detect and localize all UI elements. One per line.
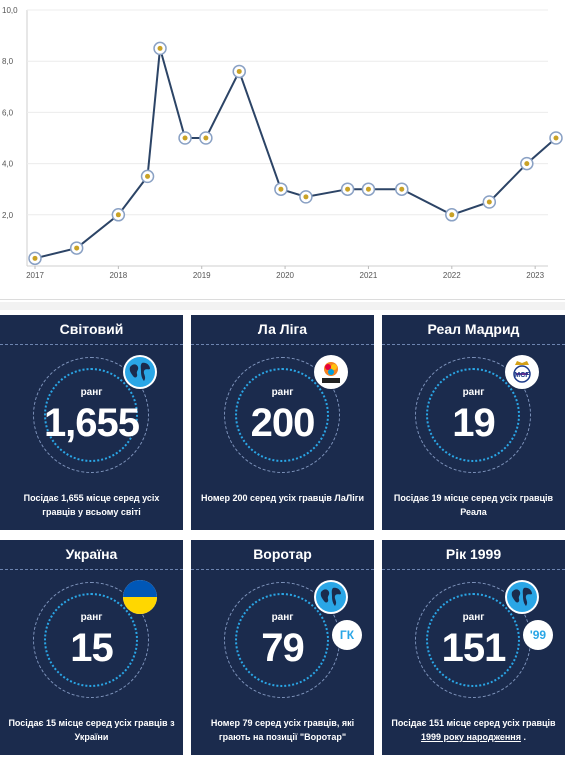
rank-ring-outer [224, 357, 340, 473]
laliga-logo-icon [314, 355, 348, 389]
data-point-center [32, 255, 38, 261]
globe-icon [123, 355, 157, 389]
rank-value: 200 [250, 401, 316, 445]
card-description-tail: . [520, 732, 526, 742]
globe-icon [314, 580, 348, 614]
ukraine-flag-icon [123, 580, 157, 614]
card-divider [191, 569, 374, 570]
rating-history-chart: 2,0 4,0 6,0 8,0 10,0 2017 2018 2019 2020 2021 2022… [0, 0, 565, 300]
rank-label: ранг [80, 612, 103, 623]
card-year-1999: Рік 1999 '99 ранг 151 Посідає 151 місце … [382, 540, 565, 755]
data-point-center [345, 186, 351, 192]
rank-value: 15 [70, 626, 114, 670]
rank-value: 1,655 [43, 401, 140, 445]
data-point-center [524, 161, 530, 167]
rank-ring-outer [33, 582, 149, 698]
card-description: Посідає 151 місце серед усіх гравців 199… [390, 716, 557, 744]
data-point-center [74, 245, 80, 251]
rank-value: 19 [452, 401, 496, 445]
birth-year-badge: '99 [523, 620, 553, 650]
data-point-center [115, 212, 121, 218]
card-title: Рік 1999 [445, 546, 502, 562]
rank-label: ранг [462, 387, 485, 398]
rank-ring-outer [415, 357, 531, 473]
card-real-madrid: Реал Мадрид MCF ранг 19 Посідає 19 місце… [382, 315, 565, 530]
card-title: Світовий [59, 321, 124, 337]
chart-svg: 2,0 4,0 6,0 8,0 10,0 2017 2018 2019 2020 2021 2022… [2, 6, 563, 280]
data-point-center [203, 135, 209, 141]
rank-ring-inner [235, 593, 329, 687]
card-divider [382, 344, 565, 345]
x-tick-label: 2019 [193, 271, 211, 280]
card-divider [382, 569, 565, 570]
rank-label: ранг [462, 612, 485, 623]
card-description: Номер 79 серед усіх гравців, які грають … [210, 718, 355, 742]
rank-value: 79 [261, 626, 305, 670]
data-point-center [399, 186, 405, 192]
card-title: Україна [65, 546, 118, 562]
data-point-center [236, 68, 242, 74]
x-tick-label: 2018 [109, 271, 127, 280]
data-point-center [278, 186, 284, 192]
rank-ring-outer [33, 357, 149, 473]
rank-value: 151 [441, 626, 507, 670]
card-description: Посідає 15 місце серед усіх гравців з Ук… [8, 718, 175, 742]
svg-text:MCF: MCF [514, 372, 530, 379]
card-goalkeeper: Воротар ГК ранг 79 Номер 79 серед усіх г… [191, 540, 374, 755]
data-point-center [182, 135, 188, 141]
card-title: Воротар [253, 546, 312, 562]
chart-divider [0, 299, 565, 300]
card-divider [0, 569, 183, 570]
card-description: Номер 200 серед усіх гравців ЛаЛіги [200, 493, 365, 503]
data-point-center [486, 199, 492, 205]
card-title: Реал Мадрид [427, 321, 520, 337]
x-tick-label: 2021 [360, 271, 378, 280]
y-tick-label: 2,0 [2, 211, 14, 220]
y-tick-label: 10,0 [2, 6, 18, 15]
card-description: Посідає 19 місце серед усіх гравців Реал… [393, 493, 554, 517]
y-tick-label: 8,0 [2, 57, 14, 66]
card-laliga: Ла Ліга ранг 200 Номер 200 серед усіх гр… [191, 315, 374, 530]
rank-ring-inner [44, 593, 138, 687]
rating-line [34, 48, 557, 260]
card-ukraine: Україна ранг 15 Посідає 15 місце серед у… [0, 540, 183, 755]
card-description: Посідає 1,655 місце серед усіх гравців у… [23, 493, 160, 517]
data-point-center [145, 173, 151, 179]
position-badge: ГК [332, 620, 362, 650]
data-point-center [303, 194, 309, 200]
x-tick-label: 2023 [526, 271, 544, 280]
data-point-center [365, 186, 371, 192]
section-gap [0, 302, 565, 310]
x-tick-label: 2017 [26, 271, 44, 280]
card-title: Ла Ліга [257, 321, 308, 337]
card-world: Світовий ранг 1,655 Посідає 1,655 місце … [0, 315, 183, 530]
y-tick-label: 4,0 [2, 160, 14, 169]
globe-icon [505, 580, 539, 614]
x-tick-label: 2020 [276, 271, 294, 280]
real-madrid-crest-icon: MCF [505, 355, 539, 389]
x-tick-label: 2022 [443, 271, 461, 280]
data-point-center [449, 212, 455, 218]
rank-label: ранг [80, 387, 103, 398]
card-divider [191, 344, 374, 345]
rank-ring-inner [426, 368, 520, 462]
data-point-center [553, 135, 559, 141]
card-divider [0, 344, 183, 345]
rank-label: ранг [271, 387, 294, 398]
rank-ring-inner [426, 593, 520, 687]
rank-ring-inner [235, 368, 329, 462]
birth-year-link[interactable]: 1999 року народження [421, 732, 521, 742]
rank-ring-inner [44, 368, 138, 462]
y-tick-label: 6,0 [2, 108, 14, 117]
card-description-text: Посідає 151 місце серед усіх гравців [391, 718, 556, 728]
rank-label: ранг [271, 612, 294, 623]
data-point-center [157, 45, 163, 51]
